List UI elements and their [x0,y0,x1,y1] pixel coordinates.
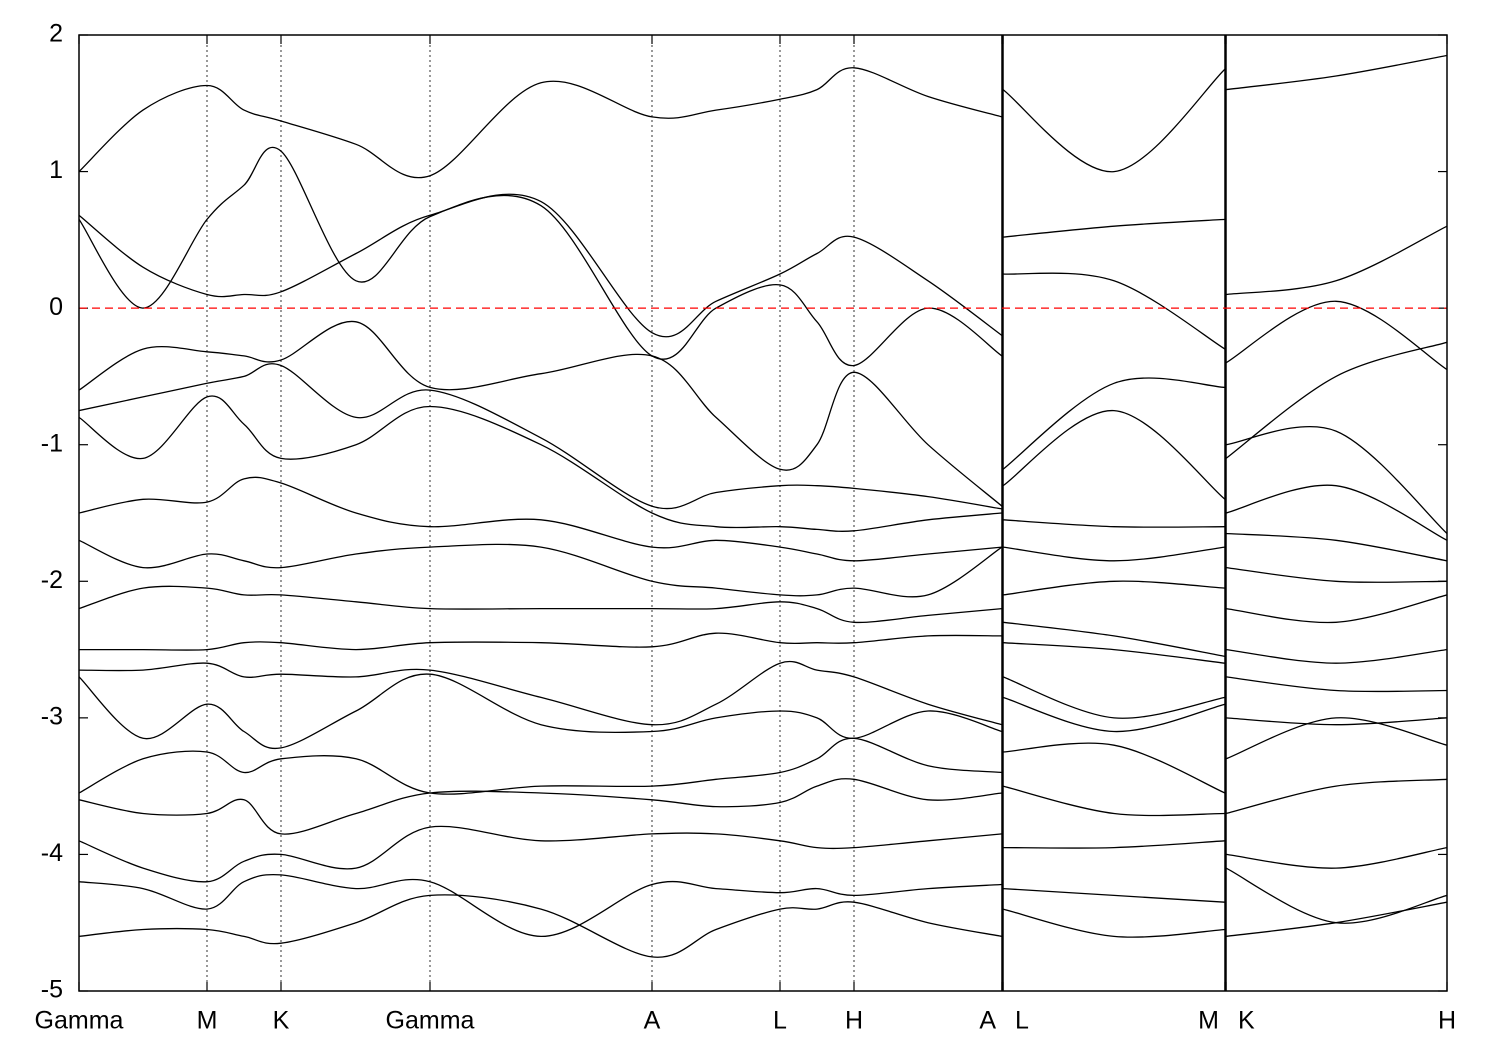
x-tick-label: A [644,1007,661,1035]
band-line [79,363,1447,534]
band-line [79,894,1447,958]
y-tick-label: -3 [41,702,63,730]
y-tick-label: 0 [49,293,63,321]
y-tick-label: -2 [41,566,63,594]
band-line [79,193,1447,338]
x-tick-label: L [773,1007,787,1035]
band-line [79,717,1447,795]
y-tick-label: 1 [49,156,63,184]
band-line [79,476,1447,562]
band-line [79,660,1447,726]
band-line [79,395,1447,541]
band-line [79,585,1447,658]
band-line [79,147,1447,371]
x-tick-label: A [979,1007,996,1035]
x-tick-label: K [1238,1007,1255,1035]
x-tick-label: Gamma [386,1007,475,1035]
y-tick-label: -1 [41,429,63,457]
x-tick-label: Gamma [35,1007,124,1035]
band-line [79,673,1447,750]
band-line [79,54,1447,179]
y-tick-label: -4 [41,839,63,867]
band-line [79,778,1447,835]
y-tick-label: 2 [49,20,63,48]
y-tick-label: -5 [41,976,63,1004]
x-tick-label: H [1438,1007,1456,1035]
band-line [79,632,1447,664]
x-tick-label: L [1015,1007,1029,1035]
x-tick-label: M [1198,1007,1219,1035]
plot-frame [78,34,1448,992]
band-line [79,825,1447,883]
x-tick-label: H [845,1007,863,1035]
band-line [79,539,1447,598]
band-line [79,320,1447,507]
x-tick-label: M [197,1007,218,1035]
x-tick-label: K [273,1007,290,1035]
